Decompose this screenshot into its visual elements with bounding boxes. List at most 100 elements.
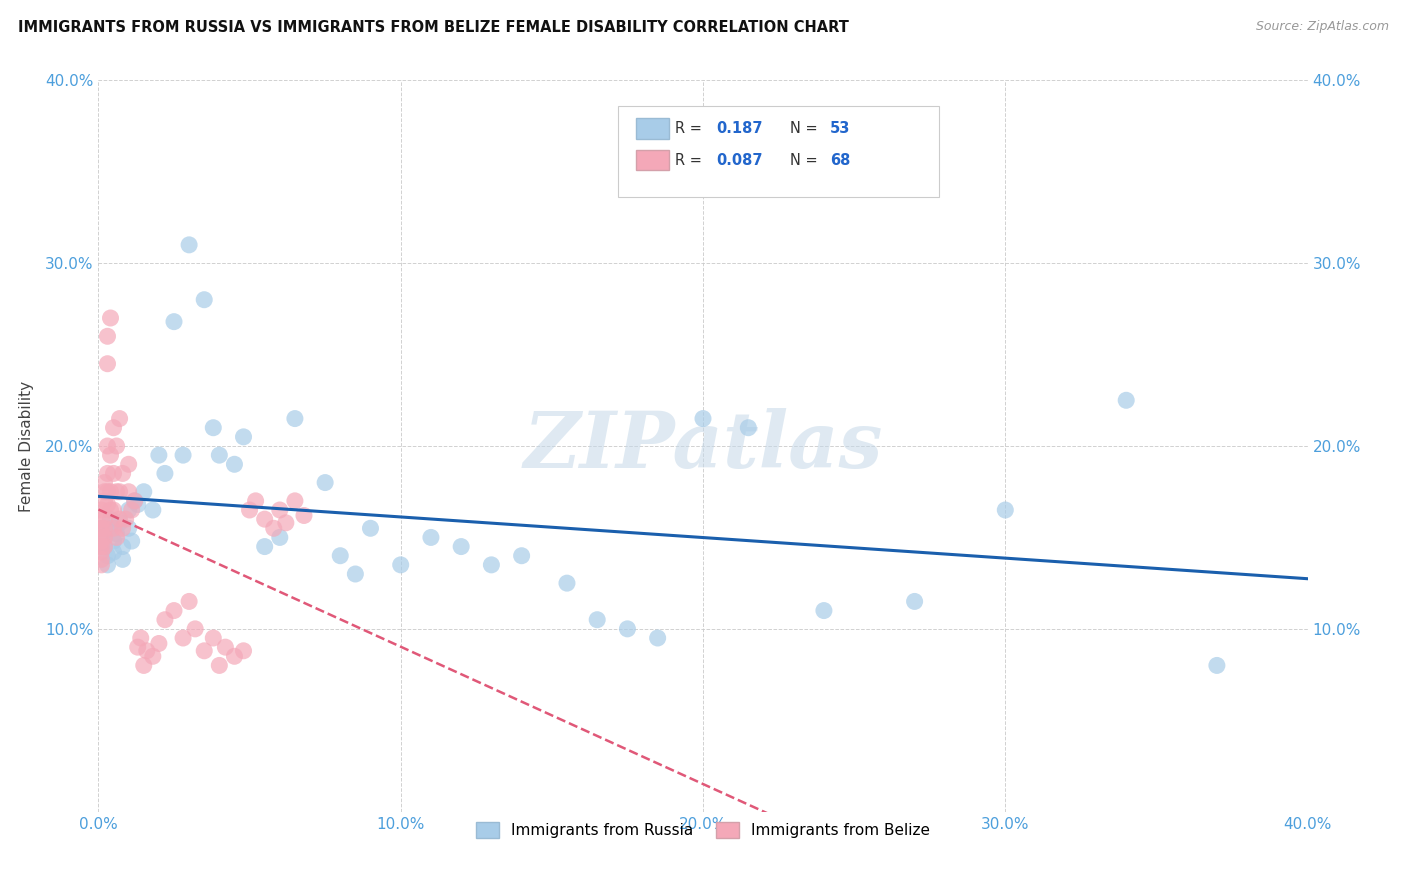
Point: [292, 508, 315, 523]
Point: [193, 293, 215, 307]
Point: [93, 530, 115, 544]
Point: [420, 530, 443, 544]
Point: [202, 421, 225, 435]
Point: [274, 516, 297, 530]
Point: [163, 603, 186, 617]
Point: [93, 494, 115, 508]
Point: [118, 457, 141, 471]
Point: [179, 238, 201, 252]
Point: [148, 636, 170, 650]
Point: [90, 512, 112, 526]
Point: [108, 512, 131, 526]
Point: [692, 411, 714, 425]
Point: [100, 512, 122, 526]
FancyBboxPatch shape: [637, 150, 669, 170]
Point: [96, 498, 118, 512]
Point: [96, 329, 118, 343]
Point: [118, 503, 141, 517]
Point: [90, 521, 112, 535]
Point: [224, 649, 246, 664]
Point: [163, 315, 186, 329]
Point: [111, 552, 134, 566]
Point: [121, 503, 143, 517]
Point: [90, 526, 112, 541]
Point: [100, 521, 122, 535]
Point: [224, 457, 246, 471]
Point: [214, 640, 236, 655]
Point: [103, 521, 125, 535]
Point: [586, 613, 609, 627]
Point: [90, 540, 112, 554]
Point: [96, 558, 118, 572]
Point: [100, 503, 122, 517]
Text: IMMIGRANTS FROM RUSSIA VS IMMIGRANTS FROM BELIZE FEMALE DISABILITY CORRELATION C: IMMIGRANTS FROM RUSSIA VS IMMIGRANTS FRO…: [18, 20, 849, 35]
Point: [193, 644, 215, 658]
Point: [269, 530, 291, 544]
Text: N =: N =: [790, 121, 823, 136]
Text: R =: R =: [675, 153, 707, 168]
Point: [647, 631, 669, 645]
Point: [994, 503, 1017, 517]
Point: [132, 484, 155, 499]
Point: [263, 521, 285, 535]
Point: [135, 644, 157, 658]
Point: [90, 534, 112, 549]
Point: [202, 631, 225, 645]
Point: [329, 549, 352, 563]
Legend: Immigrants from Russia, Immigrants from Belize: Immigrants from Russia, Immigrants from …: [470, 816, 936, 845]
Point: [90, 558, 112, 572]
Point: [179, 594, 201, 608]
Point: [111, 521, 134, 535]
Point: [105, 484, 128, 499]
Point: [284, 411, 307, 425]
Point: [114, 512, 136, 526]
Point: [284, 494, 307, 508]
Point: [129, 631, 152, 645]
Text: R =: R =: [675, 121, 707, 136]
Point: [142, 503, 165, 517]
Point: [93, 512, 115, 526]
Point: [96, 439, 118, 453]
Point: [100, 484, 122, 499]
FancyBboxPatch shape: [619, 106, 939, 197]
Point: [90, 503, 112, 517]
Point: [153, 613, 176, 627]
Point: [344, 567, 367, 582]
Point: [253, 540, 276, 554]
Point: [269, 503, 291, 517]
Text: 53: 53: [830, 121, 851, 136]
Point: [103, 467, 125, 481]
Point: [90, 552, 112, 566]
Point: [360, 521, 382, 535]
Point: [93, 484, 115, 499]
Point: [1115, 393, 1137, 408]
Point: [93, 530, 115, 544]
Y-axis label: Female Disability: Female Disability: [18, 380, 34, 512]
Point: [121, 534, 143, 549]
Point: [93, 521, 115, 535]
Point: [108, 411, 131, 425]
Point: [450, 540, 472, 554]
Point: [153, 467, 176, 481]
Point: [124, 494, 146, 508]
Point: [96, 484, 118, 499]
Point: [108, 516, 131, 530]
Point: [108, 484, 131, 499]
Point: [510, 549, 533, 563]
Point: [111, 540, 134, 554]
Text: 0.187: 0.187: [716, 121, 763, 136]
Point: [103, 503, 125, 517]
Point: [172, 448, 194, 462]
Point: [118, 484, 141, 499]
Point: [737, 421, 759, 435]
Point: [127, 498, 149, 512]
Point: [105, 530, 128, 544]
Point: [118, 521, 141, 535]
Text: ZIPatlas: ZIPatlas: [523, 408, 883, 484]
Point: [96, 549, 118, 563]
Point: [105, 439, 128, 453]
Point: [172, 631, 194, 645]
Point: [142, 649, 165, 664]
Point: [105, 526, 128, 541]
Point: [111, 467, 134, 481]
